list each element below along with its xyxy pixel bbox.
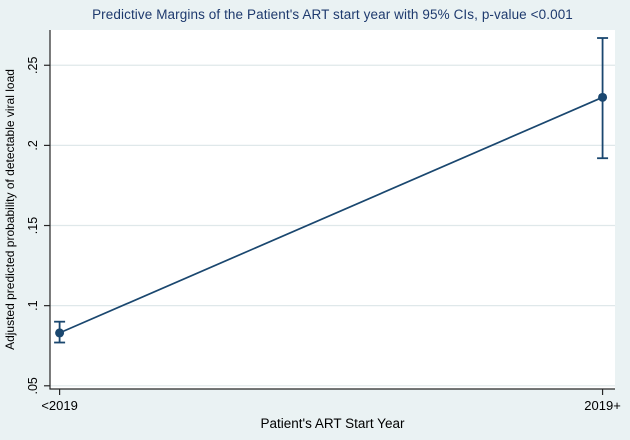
plot-area: .05 .1 .15 .2 .25 <2019 2019+ Adjusted predict… <box>3 30 621 412</box>
axis-ticks <box>44 64 604 395</box>
series-line <box>59 96 603 334</box>
y-tick-label: .15 <box>26 217 40 234</box>
y-tick-label: .2 <box>26 140 40 150</box>
y-tick-label: .05 <box>26 377 40 394</box>
x-axis-title: Patient's ART Start Year <box>260 416 405 431</box>
plot-region-background <box>50 30 615 389</box>
y-tick-label: .1 <box>26 300 40 310</box>
series-layer <box>54 37 609 344</box>
gridlines <box>50 64 615 387</box>
chart-title: Predictive Margins of the Patient's ART … <box>92 7 573 22</box>
x-tick-label: 2019+ <box>584 398 621 412</box>
y-axis-title: Adjusted predicted probability of detect… <box>3 69 17 350</box>
x-tick-label: <2019 <box>41 398 78 412</box>
data-point-marker <box>55 328 65 338</box>
data-point-marker <box>598 92 608 102</box>
axis-tick-labels: .05 .1 .15 .2 .25 <2019 2019+ <box>26 57 621 412</box>
y-tick-label: .25 <box>26 57 40 74</box>
